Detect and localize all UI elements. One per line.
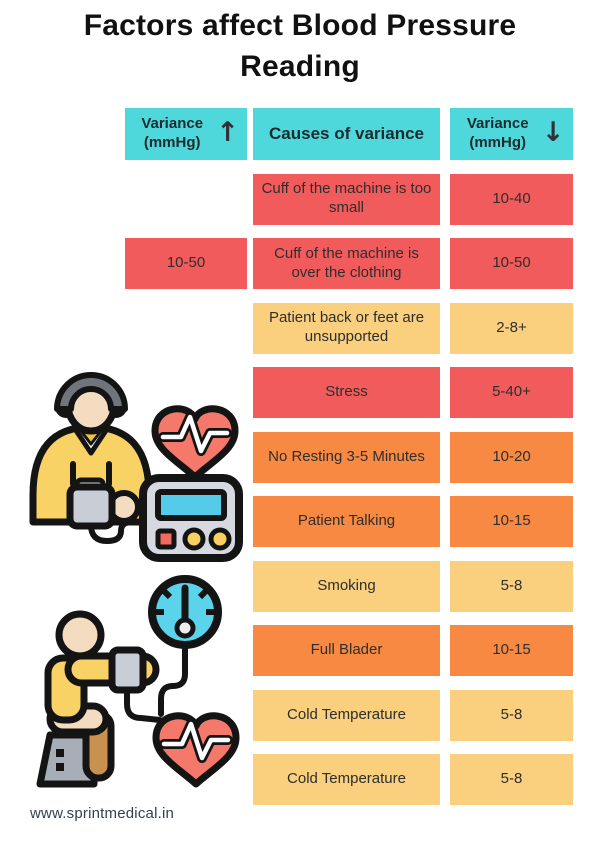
seat-detail bbox=[56, 763, 64, 771]
website-url: www.sprintmedical.in bbox=[30, 805, 175, 822]
man-bp-monitor-icon bbox=[29, 372, 243, 562]
cause-cell: Full Blader bbox=[253, 625, 440, 676]
column-causes: Causes of variance Cuff of the machine i… bbox=[253, 108, 440, 805]
variance-down-cell: 5-8 bbox=[450, 560, 573, 612]
header-causes-label: Causes of variance bbox=[269, 124, 424, 144]
header-variance-up: Variance (mmHg) ↑ bbox=[125, 108, 247, 160]
bp-monitor-device-icon bbox=[139, 474, 243, 562]
shirt-stripe bbox=[70, 461, 76, 487]
empty-slot bbox=[125, 174, 247, 225]
cause-cell: Patient Talking bbox=[253, 496, 440, 547]
heart-ecg-icon bbox=[151, 405, 239, 481]
variance-down-cell: 10-15 bbox=[450, 625, 573, 676]
cause-cell: Cold Temperature bbox=[253, 754, 440, 805]
monitor-button-yellow bbox=[208, 527, 232, 551]
variance-down-cell: 2-8+ bbox=[450, 302, 573, 354]
header-variance-up-label: Variance (mmHg) bbox=[141, 115, 204, 151]
page-title: Factors affect Blood Pressure Reading bbox=[83, 9, 517, 83]
cuff-cable bbox=[124, 687, 163, 723]
heart-ecg-icon bbox=[152, 712, 240, 788]
monitor-screen bbox=[155, 489, 227, 521]
hair bbox=[54, 372, 128, 412]
seat-detail bbox=[56, 749, 64, 757]
head bbox=[55, 610, 105, 660]
arrow-up-icon: ↑ bbox=[216, 117, 239, 149]
man-bp-monitor-illustration bbox=[25, 345, 245, 565]
header-causes: Causes of variance bbox=[253, 108, 440, 160]
cause-cell: Stress bbox=[253, 367, 440, 418]
header-variance-down: Variance (mmHg) ↓ bbox=[450, 108, 573, 160]
cause-cell: Cold Temperature bbox=[253, 689, 440, 741]
cause-cell: Patient back or feet are unsupported bbox=[253, 302, 440, 354]
variance-down-cell: 5-40+ bbox=[450, 367, 573, 418]
gauge-cable bbox=[158, 642, 188, 717]
variance-down-cell: 5-8 bbox=[450, 754, 573, 805]
variance-down-cell: 10-15 bbox=[450, 496, 573, 547]
variance-down-cell: 5-8 bbox=[450, 689, 573, 741]
variance-down-cell: 10-20 bbox=[450, 431, 573, 483]
bp-cuff bbox=[66, 483, 116, 530]
column-variance-down: Variance (mmHg) ↓ 10-40 10-50 2-8+ 5-40+… bbox=[450, 108, 573, 805]
cause-cell: Cuff of the machine is over the clothing bbox=[253, 238, 440, 289]
variance-down-cell: 10-50 bbox=[450, 238, 573, 289]
monitor-button-red bbox=[155, 528, 177, 550]
seated-person-bp-illustration bbox=[20, 572, 250, 802]
variance-up-cell: 10-50 bbox=[125, 238, 247, 289]
pressure-gauge-icon bbox=[148, 575, 222, 649]
variance-down-cell: 10-40 bbox=[450, 173, 573, 225]
cause-cell: Cuff of the machine is too small bbox=[253, 173, 440, 225]
seated-person-bp-icon bbox=[36, 575, 240, 788]
monitor-button-yellow bbox=[182, 527, 206, 551]
header-variance-down-label: Variance (mmHg) bbox=[466, 115, 529, 151]
cause-cell: No Resting 3-5 Minutes bbox=[253, 431, 440, 483]
bp-cuff bbox=[108, 646, 147, 694]
shirt-stripe bbox=[106, 461, 112, 487]
gauge-pivot bbox=[174, 617, 196, 639]
cause-cell: Smoking bbox=[253, 560, 440, 612]
arrow-down-icon: ↓ bbox=[541, 117, 565, 149]
column-variance-up: Variance (mmHg) ↑ 10-50 bbox=[125, 108, 247, 805]
